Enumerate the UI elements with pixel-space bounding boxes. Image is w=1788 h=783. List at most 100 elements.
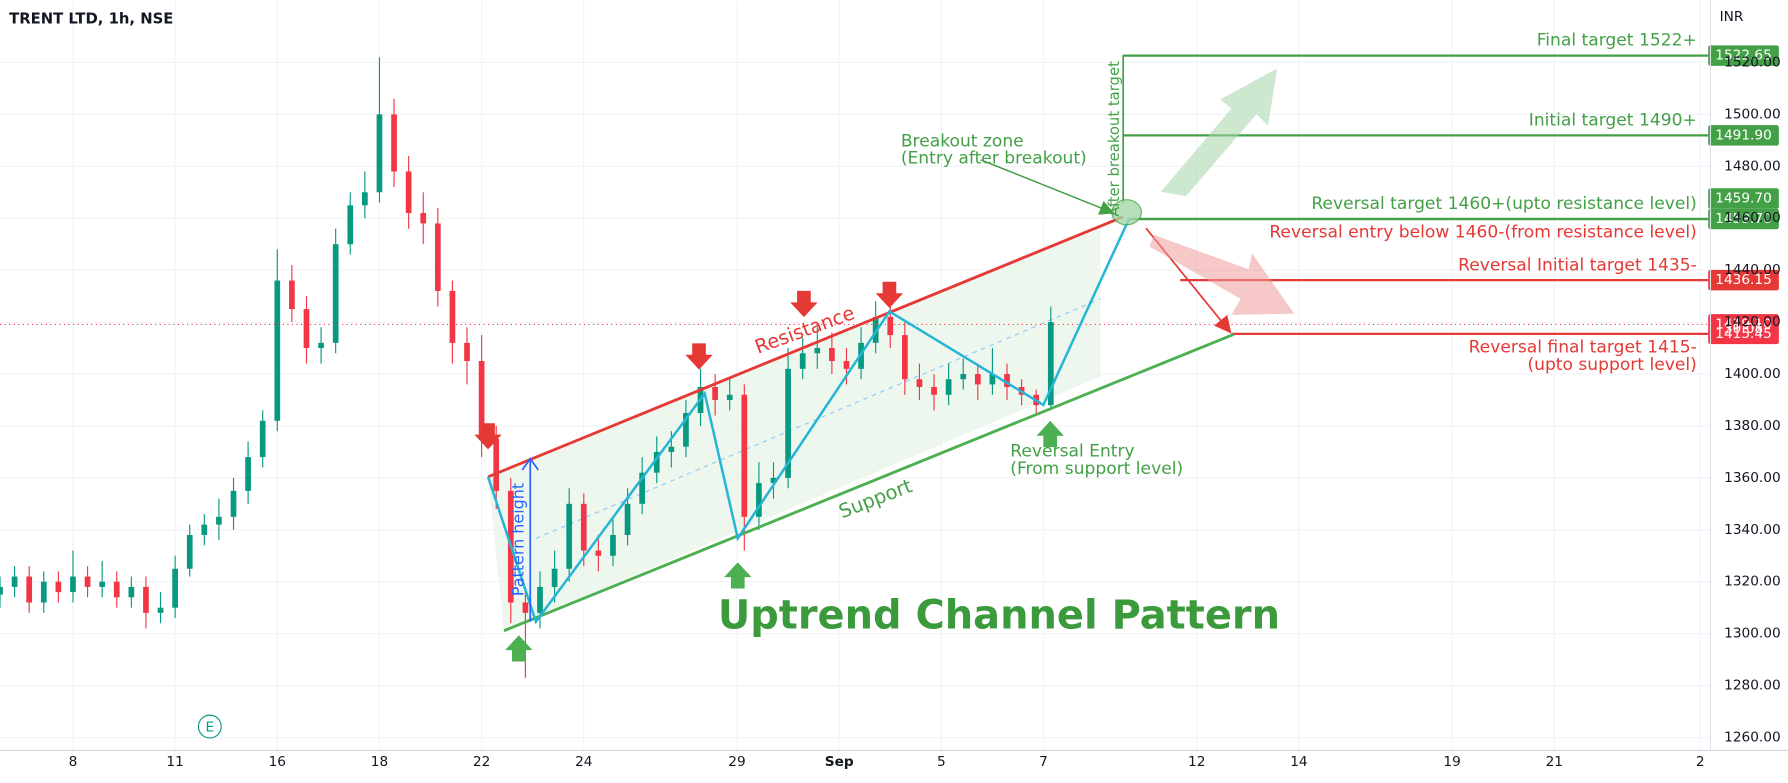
candle-body (84, 576, 91, 587)
price-box-label: 1491.90 (1715, 127, 1772, 143)
y-tick-label: 1420.00 (1724, 314, 1781, 330)
earnings-icon[interactable] (197, 714, 222, 739)
price-box-label: 1436.15 (1715, 272, 1772, 288)
candle-body (493, 438, 500, 491)
channel-fill (488, 225, 1101, 631)
breakout-pointer (980, 159, 1115, 215)
candle-body (829, 348, 835, 362)
x-tick-label: Sep (825, 754, 854, 770)
candle-body (1004, 374, 1010, 387)
candle-body (157, 607, 164, 613)
candle-body (639, 472, 646, 504)
price-box (1708, 208, 1779, 230)
candle-body (230, 490, 237, 517)
buy-markers (505, 420, 1064, 662)
candle-body (478, 361, 485, 439)
candle-body (347, 205, 354, 245)
candle-body (843, 361, 850, 369)
x-tick-label: 12 (1188, 754, 1205, 770)
candle-body (756, 483, 762, 517)
candle-body (741, 394, 748, 517)
target-label: Reversal Initial target 1435- (1458, 255, 1697, 275)
candle-body (303, 309, 310, 349)
countdown: 30:08 (1724, 321, 1763, 337)
y-tick-label: 1460.00 (1724, 210, 1781, 226)
candle-body (201, 524, 208, 535)
candle-body (551, 568, 558, 587)
price-box (1708, 269, 1779, 291)
target-label: Initial target 1490+ (1529, 111, 1697, 131)
candle-body (362, 192, 368, 206)
up-arrow (1160, 68, 1278, 197)
candle-body (274, 280, 281, 421)
candle-body (799, 353, 806, 369)
y-tick-label: 1400.00 (1724, 366, 1781, 382)
candle-body (653, 451, 660, 473)
candle-body (113, 581, 120, 598)
candle-body (726, 394, 733, 400)
annotation: (Entry after breakout) (901, 149, 1087, 169)
candle-body (172, 568, 178, 608)
x-tick-label: 19 (1443, 754, 1460, 770)
candle-body (566, 503, 573, 569)
y-tick-label: 1260.00 (1724, 729, 1781, 745)
y-tick-label: 1480.00 (1724, 158, 1781, 174)
annotation: (From support level) (1010, 459, 1183, 479)
pattern-title: Uptrend Channel Pattern (718, 593, 1280, 639)
candle-body (420, 213, 427, 224)
target-label: Reversal final target 1415- (1469, 338, 1697, 358)
candle-body (449, 290, 456, 343)
annotation: Reversal Entry (1010, 442, 1134, 462)
x-tick-label: 21 (1546, 754, 1563, 770)
y-tick-label: 1360.00 (1724, 470, 1781, 486)
candle-body (405, 171, 412, 214)
candle-body (974, 374, 981, 385)
candle-body (901, 335, 908, 380)
price-box (1708, 125, 1779, 146)
x-tick-label: 11 (166, 754, 183, 770)
candle-body (11, 576, 18, 587)
x-tick-label: 7 (1039, 754, 1048, 770)
annotation: After breakout target (1106, 61, 1123, 217)
candle-body (522, 602, 529, 613)
candle-body (70, 576, 76, 593)
candle-body (391, 114, 397, 172)
symbol-title: TRENT LTD, 1h, NSE (9, 11, 173, 28)
candle-body (945, 379, 952, 395)
currency: INR (1720, 9, 1744, 25)
height-arrow (521, 457, 539, 471)
candle-body (610, 534, 616, 556)
candle-body (785, 368, 791, 478)
candle-body (376, 114, 383, 193)
zigzag (486, 218, 1131, 625)
annotation: (upto support level) (1527, 355, 1696, 375)
candle-body (26, 576, 33, 603)
support-line (503, 332, 1235, 633)
annotation: Breakout zone (901, 132, 1024, 152)
y-tick-label: 1280.00 (1724, 678, 1781, 694)
current-price-label: 1419.10 (1715, 316, 1772, 332)
candle-body (1047, 322, 1054, 406)
candle-body (537, 586, 543, 613)
down-arrow (1149, 235, 1295, 315)
candle-body (216, 516, 222, 525)
price-box-label: 1415.45 (1715, 326, 1772, 342)
x-tick-label: 16 (269, 754, 286, 770)
price-box-label: 1459.70 (1715, 190, 1772, 206)
x-tick-label: 18 (371, 754, 388, 770)
x-tick-label: 29 (728, 754, 745, 770)
target-label: Reversal target 1460+(upto resistance le… (1311, 194, 1696, 214)
candle-body (186, 534, 193, 569)
y-tick-label: 1380.00 (1724, 418, 1781, 434)
price-box (1708, 188, 1779, 209)
y-tick-label: 1440.00 (1724, 262, 1781, 278)
candle-body (40, 581, 47, 603)
earnings-label: E (205, 720, 214, 736)
y-tick-label: 1300.00 (1724, 626, 1781, 642)
candle-body (55, 581, 62, 593)
x-tick-label: 5 (937, 754, 946, 770)
price-box-label: 1522.65 (1715, 48, 1772, 64)
candle-body (259, 420, 266, 458)
resistance-line (487, 215, 1124, 479)
